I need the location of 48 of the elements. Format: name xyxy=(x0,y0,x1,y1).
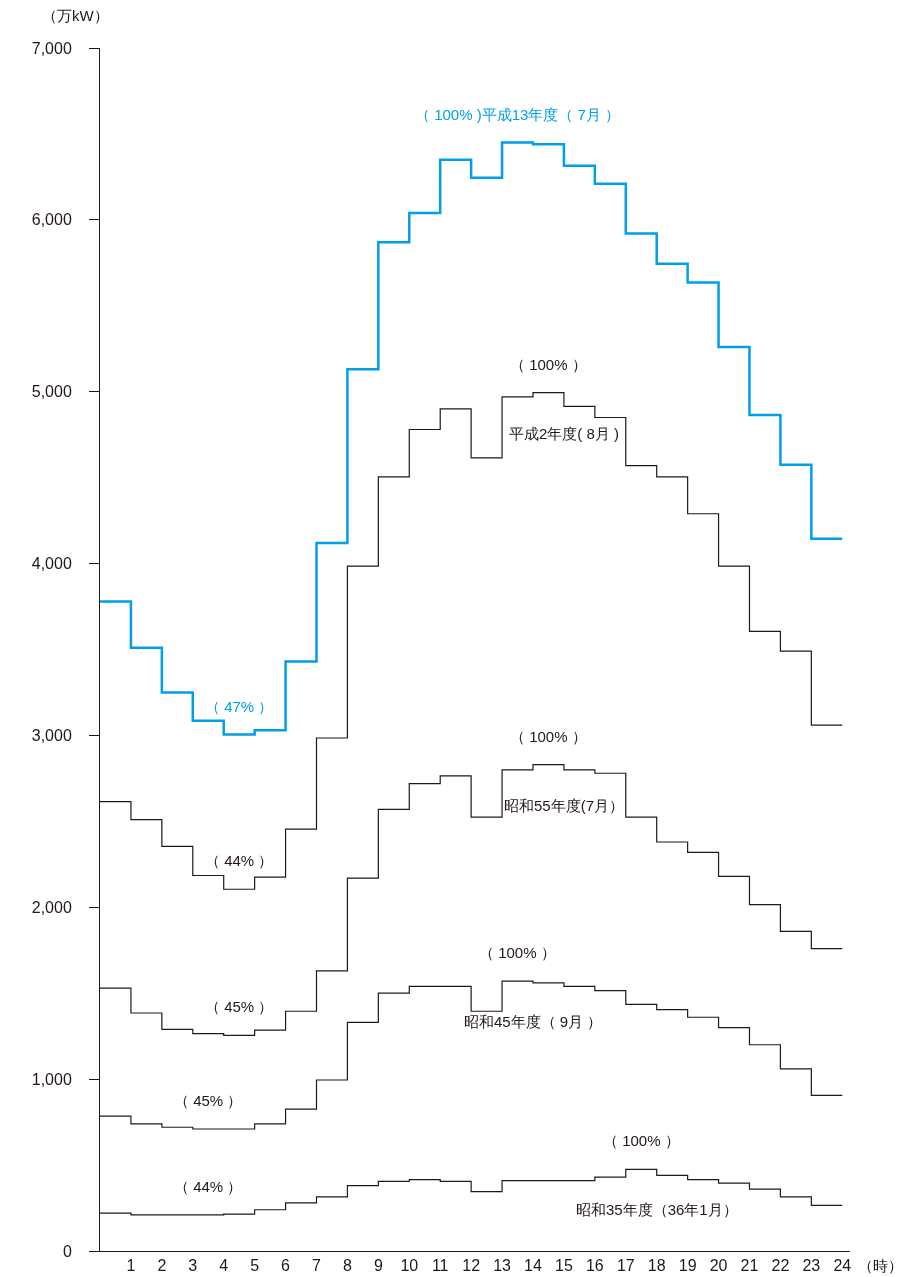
y-tick-label: 4,000 xyxy=(31,555,72,573)
y-tick-label: 5,000 xyxy=(31,383,72,401)
annotation: （ 45% ） xyxy=(205,998,274,1015)
y-axis-title: （万kW） xyxy=(42,7,109,24)
x-tick-label: 20 xyxy=(709,1257,728,1275)
x-tick-label: 6 xyxy=(281,1257,291,1275)
annotation: （ 100% ） xyxy=(479,944,556,961)
x-tick-label: 19 xyxy=(678,1257,697,1275)
y-tick-label: 0 xyxy=(62,1242,72,1260)
x-tick-label: 13 xyxy=(493,1257,512,1275)
x-tick-label: 9 xyxy=(373,1257,383,1275)
annotation: （ 100% ） xyxy=(603,1132,680,1149)
x-tick-label: 1 xyxy=(126,1257,136,1275)
x-tick-label: 3 xyxy=(188,1257,198,1275)
y-tick-label: 7,000 xyxy=(31,39,72,57)
x-tick-label: 8 xyxy=(342,1257,352,1275)
x-tick-label: 7 xyxy=(312,1257,322,1275)
annotation: （ 100% )平成13年度（ 7月 ） xyxy=(415,106,621,123)
series-label: 昭和45年度（ 9月 ） xyxy=(464,1013,603,1030)
x-tick-label: 15 xyxy=(555,1257,573,1275)
x-tick-label: 10 xyxy=(400,1257,419,1275)
y-tick-label: 1,000 xyxy=(31,1070,72,1088)
series-label: 昭和35年度（36年1月） xyxy=(576,1201,738,1218)
annotation: （ 47% ） xyxy=(205,698,274,715)
x-tick-label: 2 xyxy=(157,1257,167,1275)
x-tick-label: 21 xyxy=(740,1257,759,1275)
annotation: （ 100% ） xyxy=(510,728,587,745)
x-tick-label: 14 xyxy=(524,1257,542,1275)
x-tick-label: 24 xyxy=(833,1257,852,1275)
x-tick-label: 23 xyxy=(802,1257,821,1275)
x-axis-title: （時） xyxy=(858,1257,903,1274)
x-tick-label: 11 xyxy=(431,1257,449,1275)
y-tick-label: 3,000 xyxy=(31,727,72,745)
x-tick-label: 22 xyxy=(771,1257,790,1275)
x-tick-label: 4 xyxy=(219,1257,229,1275)
annotation: （ 44% ） xyxy=(205,852,274,869)
x-tick-label: 16 xyxy=(585,1257,604,1275)
annotation: （ 100% ） xyxy=(510,356,587,373)
series-label: 昭和55年度(7月） xyxy=(504,797,625,814)
x-tick-label: 5 xyxy=(250,1257,260,1275)
series-label: 平成2年度( 8月 ) xyxy=(509,425,620,442)
x-tick-label: 18 xyxy=(647,1257,666,1275)
y-tick-label: 2,000 xyxy=(31,898,72,916)
x-tick-label: 12 xyxy=(462,1257,481,1275)
annotation: （ 45% ） xyxy=(174,1092,243,1109)
annotation: （ 44% ） xyxy=(174,1178,243,1195)
y-tick-label: 6,000 xyxy=(31,211,72,229)
x-tick-label: 17 xyxy=(616,1257,635,1275)
